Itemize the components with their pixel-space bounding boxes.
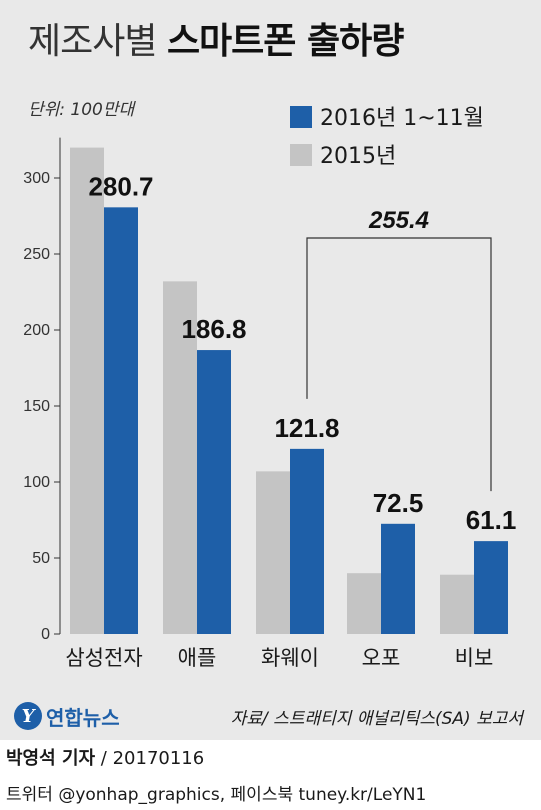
bar-2015 xyxy=(347,573,381,634)
bar-2016 xyxy=(381,523,415,634)
bar-2016 xyxy=(104,207,138,634)
data-labels: 280.7 186.8 121.8 72.5 61.1 xyxy=(88,171,516,535)
y-tick-label: 300 xyxy=(23,170,50,187)
data-label: 72.5 xyxy=(373,488,424,518)
y-tick-label: 200 xyxy=(23,322,50,339)
y-tick-label: 100 xyxy=(23,474,50,491)
bar-2015 xyxy=(440,574,474,634)
bar-2015 xyxy=(163,281,197,634)
legend-swatch-2016 xyxy=(290,106,312,128)
yonhap-logo: Y 연합뉴스 xyxy=(14,701,120,731)
annotation-bracket: 255.4 xyxy=(306,207,492,492)
legend-swatch-2015 xyxy=(290,144,312,166)
annotation-label: 255.4 xyxy=(368,207,429,234)
infographic-card: 제조사별 스마트폰 출하량 단위: 100만대 2016년 1~11월 2015년… xyxy=(0,0,541,740)
bar-2016 xyxy=(197,350,231,634)
y-tick-label: 0 xyxy=(41,626,50,643)
bar-2016 xyxy=(290,448,324,634)
category-label: 애플 xyxy=(178,646,217,670)
annotation-bracket-line xyxy=(306,237,492,492)
bar-2016 xyxy=(474,541,508,634)
category-label: 화웨이 xyxy=(261,646,319,670)
yonhap-logo-icon: Y xyxy=(14,702,42,730)
legend-label-2016: 2016년 1~11월 xyxy=(320,106,484,131)
y-tick-label: 250 xyxy=(23,246,50,263)
data-label: 61.1 xyxy=(466,505,517,535)
category-label: 오포 xyxy=(362,646,401,670)
byline: 박영석 기자 / 20170116 xyxy=(6,744,204,770)
bar-chart: 2016년 1~11월 2015년 0 50 100 150 200 250 300 280.… xyxy=(23,106,516,670)
byline-name: 박영석 기자 xyxy=(6,748,96,769)
unit-label: 단위: 100만대 xyxy=(28,100,135,120)
data-label: 121.8 xyxy=(274,413,339,443)
title-bold: 스마트폰 출하량 xyxy=(166,21,404,62)
y-axis: 0 50 100 150 200 250 300 xyxy=(23,137,61,643)
y-tick-label: 150 xyxy=(23,398,50,415)
y-tick-label: 50 xyxy=(32,550,50,567)
bars xyxy=(70,147,508,634)
byline-date: / 20170116 xyxy=(95,748,205,769)
data-label: 186.8 xyxy=(181,314,246,344)
legend: 2016년 1~11월 2015년 xyxy=(290,106,484,169)
source-note: 자료/ 스트래티지 애널리틱스(SA) 보고서 xyxy=(230,709,523,729)
yonhap-logo-text: 연합뉴스 xyxy=(46,705,120,730)
bar-2015 xyxy=(256,471,290,634)
category-label: 삼성전자 xyxy=(65,646,142,670)
chart-title: 제조사별 스마트폰 출하량 xyxy=(28,12,528,64)
category-label: 비보 xyxy=(455,646,494,670)
social-links: 트위터 @yonhap_graphics, 페이스북 tuney.kr/LeYN… xyxy=(6,785,427,805)
title-light: 제조사별 xyxy=(28,21,157,62)
category-labels: 삼성전자 애플 화웨이 오포 비보 xyxy=(65,646,493,670)
legend-label-2015: 2015년 xyxy=(320,144,396,169)
data-label: 280.7 xyxy=(88,171,153,201)
bar-2015 xyxy=(70,147,104,634)
